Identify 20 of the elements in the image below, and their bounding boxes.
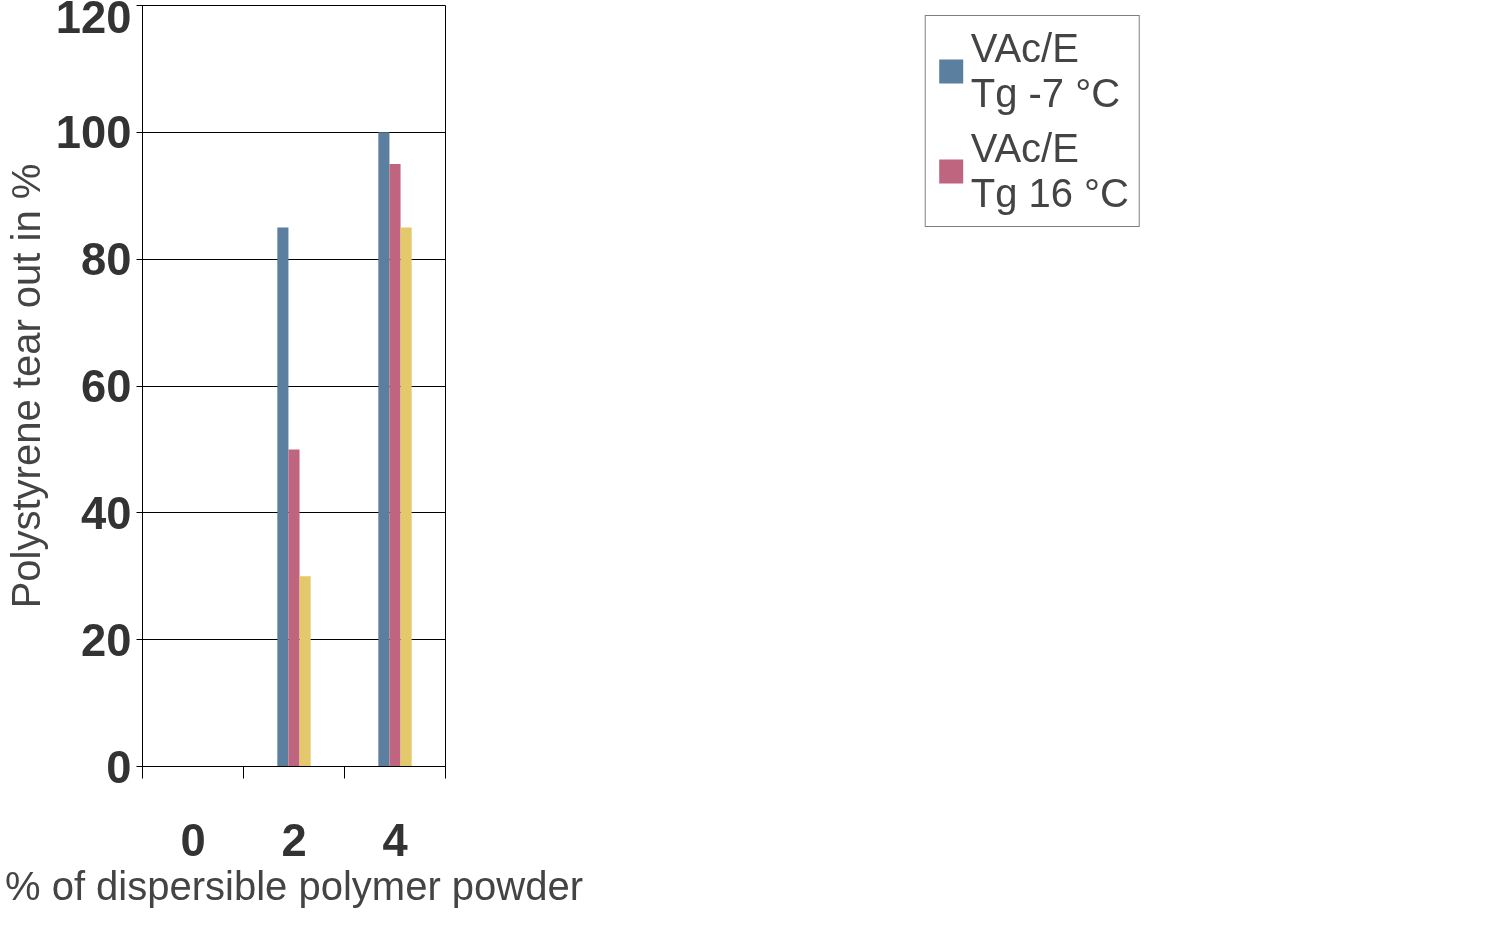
y-tick-label: 0 (106, 741, 132, 793)
y-tick-label: 80 (81, 234, 132, 286)
y-tick-label: 40 (81, 487, 132, 539)
y-axis-title: Polystyrene tear out in % (3, 163, 48, 609)
bar (400, 227, 412, 767)
y-tick-label: 100 (55, 107, 132, 159)
y-tick-label: 120 (55, 0, 132, 43)
x-tick-label: 2 (281, 814, 307, 866)
y-tick-label: 20 (81, 614, 132, 666)
legend-label: VAc/E Tg -7 °C (970, 26, 1121, 116)
legend-label: VAc/E Tg 16 °C (970, 126, 1129, 216)
x-tick-label: 4 (382, 814, 408, 866)
bar (389, 164, 401, 767)
bar (378, 132, 390, 767)
y-tick-label: 60 (81, 361, 132, 412)
x-axis-title: % of dispersible polymer powder (4, 863, 584, 908)
x-tick-label: 0 (180, 814, 206, 866)
bar (277, 227, 289, 767)
bar (288, 449, 300, 767)
bar (299, 576, 311, 767)
